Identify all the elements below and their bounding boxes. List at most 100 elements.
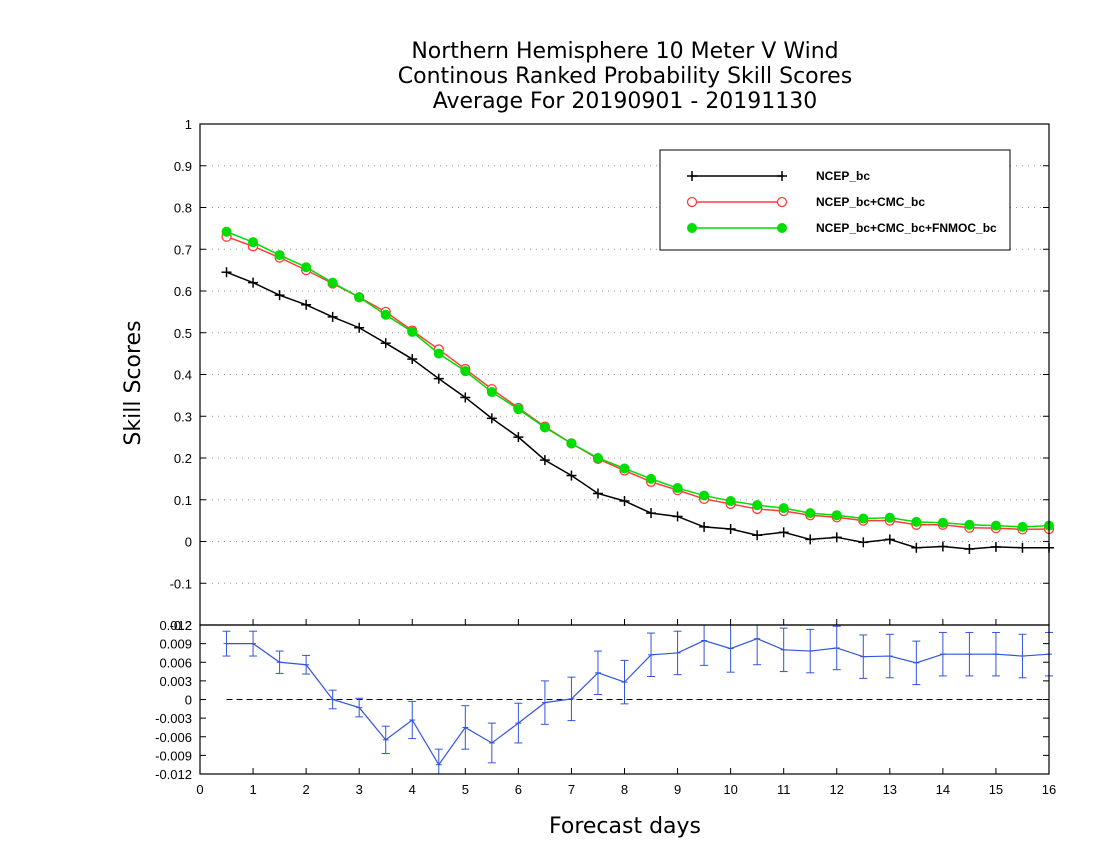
upper-series xyxy=(221,226,1055,555)
x-tick-label: 11 xyxy=(777,782,791,797)
upper-y-tick-label: 0.5 xyxy=(174,326,192,341)
data-point xyxy=(433,348,444,359)
data-point xyxy=(327,277,338,288)
x-tick-label: 0 xyxy=(196,782,203,797)
x-tick-label: 6 xyxy=(515,782,522,797)
data-point xyxy=(354,322,365,333)
data-point xyxy=(752,530,763,541)
data-point xyxy=(539,422,550,433)
series-NCEP_bc+CMC_bc xyxy=(221,231,1055,535)
x-tick-label: 7 xyxy=(568,782,575,797)
data-point xyxy=(778,527,789,538)
lower-y-tick-label: 0.006 xyxy=(159,655,192,670)
data-point xyxy=(513,404,524,415)
data-point xyxy=(354,292,365,303)
data-point xyxy=(407,354,418,365)
lower-panel xyxy=(222,625,1053,774)
data-point xyxy=(566,438,577,449)
data-point xyxy=(460,366,471,377)
data-point xyxy=(407,326,418,337)
data-point xyxy=(301,299,312,310)
series-line xyxy=(226,271,1049,550)
data-point xyxy=(990,520,1001,531)
x-tick-label: 14 xyxy=(936,782,950,797)
legend-marker xyxy=(777,171,787,181)
data-point xyxy=(672,511,683,522)
upper-y-tick-label: 0.4 xyxy=(174,368,192,383)
data-point xyxy=(911,516,922,527)
data-point xyxy=(858,537,869,548)
data-point xyxy=(805,534,816,545)
y-axis-label: Skill Scores xyxy=(121,320,146,445)
data-point xyxy=(327,311,338,322)
x-tick-label: 3 xyxy=(356,782,363,797)
data-point xyxy=(805,508,816,519)
lower-y-tick-label: -0.012 xyxy=(155,767,192,782)
data-point xyxy=(592,488,603,499)
data-point xyxy=(911,542,922,553)
legend-marker xyxy=(687,223,697,233)
data-point xyxy=(884,512,895,523)
data-point xyxy=(699,521,710,532)
title-line-3: Average For 20190901 - 20191130 xyxy=(433,89,818,114)
x-tick-label: 10 xyxy=(723,782,737,797)
upper-y-tick-label: 0.8 xyxy=(174,201,192,216)
y-tick-labels: -0.2 -0.1 0 0.1 0.2 0.3 0.4 0.5 0.6 0.7 0.8 0.9 1 -0.… xyxy=(155,117,1049,782)
x-tick-label: 9 xyxy=(674,782,681,797)
data-point xyxy=(646,473,657,484)
data-point xyxy=(884,534,895,545)
data-point xyxy=(619,496,630,507)
lower-y-tick-label: 0.009 xyxy=(159,637,192,652)
data-point xyxy=(858,513,869,524)
upper-y-tick-label: 0.7 xyxy=(174,242,192,257)
title-line-2: Continous Ranked Probability Skill Score… xyxy=(398,64,852,89)
series-NCEP_bc xyxy=(221,267,1054,555)
data-point xyxy=(699,490,710,501)
x-tick-label: 5 xyxy=(462,782,469,797)
legend-marker xyxy=(686,196,698,208)
data-point xyxy=(274,290,285,301)
data-point xyxy=(990,541,1001,552)
data-point xyxy=(221,226,232,237)
data-point xyxy=(513,432,524,443)
x-tick-label: 1 xyxy=(249,782,256,797)
lower-y-tick-label: -0.006 xyxy=(155,730,192,745)
lower-difference-line xyxy=(226,638,1050,766)
data-point xyxy=(937,541,948,552)
series-line xyxy=(226,236,1050,531)
upper-y-tick-label: -0.2 xyxy=(170,618,192,633)
upper-y-tick-label: 0.2 xyxy=(174,451,192,466)
legend: NCEP_bc NCEP_bc+CMC_bc NCEP_bc+CMC_bc+FNMO… xyxy=(659,149,1011,251)
upper-y-tick-label: 0 xyxy=(185,535,192,550)
x-tick-label: 12 xyxy=(830,782,844,797)
legend-marker xyxy=(777,223,787,233)
upper-y-tick-label: 0.6 xyxy=(174,284,192,299)
data-point xyxy=(778,503,789,514)
upper-y-tick-label: 0.9 xyxy=(174,159,192,174)
legend-marker xyxy=(776,196,788,208)
legend-item: NCEP_bc+CMC_bc+FNMOC_bc xyxy=(687,221,997,235)
data-point xyxy=(1017,521,1028,532)
upper-y-tick-label: 1 xyxy=(185,117,192,132)
data-point xyxy=(1017,542,1028,553)
data-point xyxy=(221,267,232,278)
legend-item: NCEP_bc xyxy=(687,169,870,183)
data-point xyxy=(566,470,577,481)
data-point xyxy=(460,392,471,403)
x-tick-label: 13 xyxy=(883,782,897,797)
lower-y-tick-label: -0.009 xyxy=(155,748,192,763)
x-tick-label: 4 xyxy=(409,782,416,797)
legend-item: NCEP_bc+CMC_bc xyxy=(686,195,925,209)
series-line xyxy=(226,231,1050,528)
x-axis-label: Forecast days xyxy=(549,814,701,839)
data-point xyxy=(964,544,975,555)
data-point xyxy=(274,250,285,261)
data-point xyxy=(831,510,842,521)
data-point xyxy=(248,237,259,248)
lower-y-tick-label: 0.003 xyxy=(159,674,192,689)
upper-y-tick-label: -0.1 xyxy=(170,576,192,591)
data-point xyxy=(301,262,312,273)
chart-title: Northern Hemisphere 10 Meter V WindConti… xyxy=(398,39,852,114)
data-point xyxy=(964,519,975,530)
